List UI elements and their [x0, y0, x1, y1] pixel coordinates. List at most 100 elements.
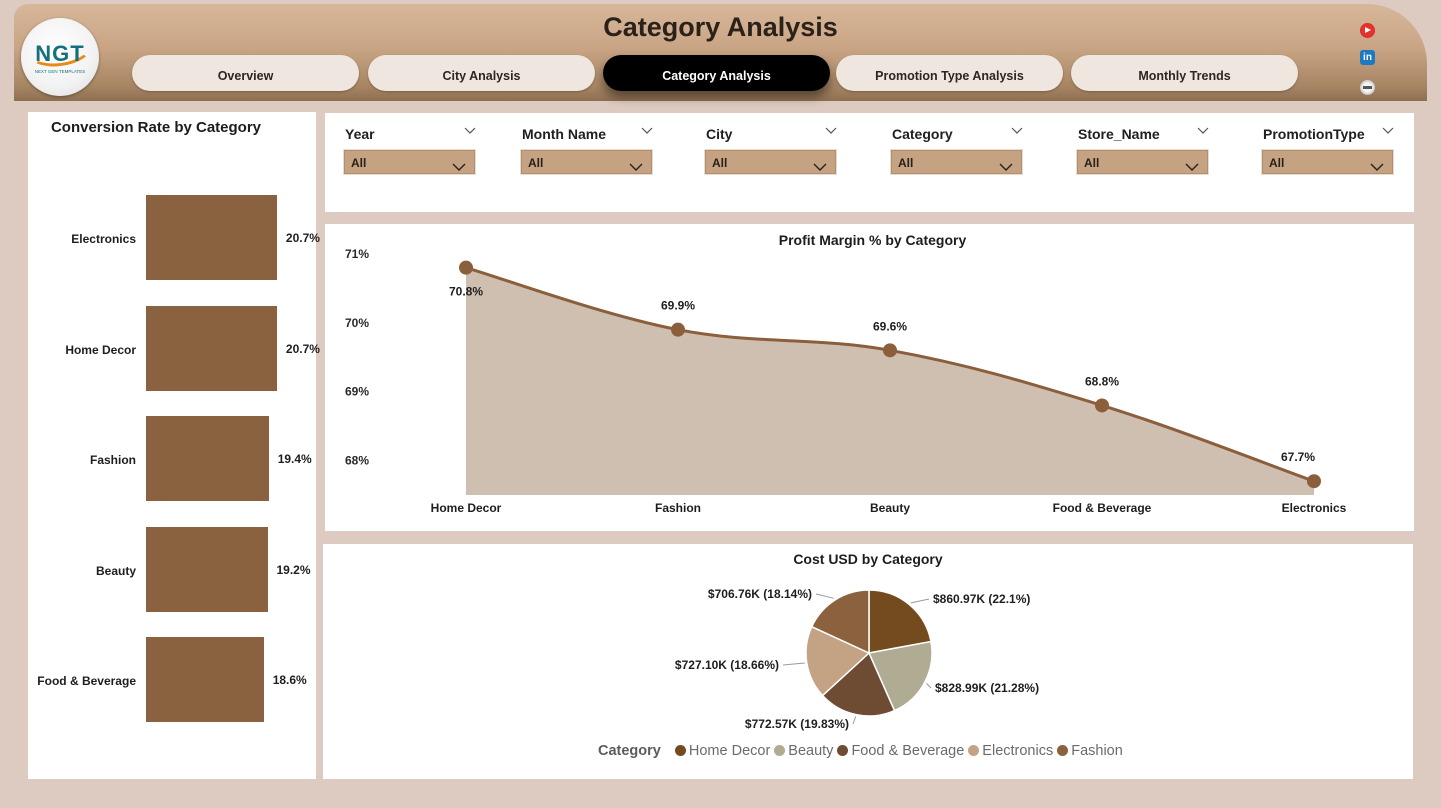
bar-category-label: Home Decor	[65, 342, 136, 357]
y-tick-label: 69%	[345, 385, 369, 399]
conversion-rate-title: Conversion Rate by Category	[50, 119, 262, 136]
filter-panel: Year All Month Name All City All Category All St…	[325, 113, 1414, 212]
page-title: Category Analysis	[603, 12, 838, 42]
filter-chevron-icon[interactable]	[1010, 123, 1024, 137]
logo-text: NGT	[35, 41, 85, 66]
legend-marker-icon	[774, 745, 786, 756]
bar-fashion[interactable]	[146, 416, 269, 501]
bar-value-label: 19.2%	[276, 562, 311, 577]
cost-usd-title: Cost USD by Category	[793, 551, 943, 567]
data-point-home-decor[interactable]	[459, 260, 473, 275]
filter-value: All	[712, 156, 728, 170]
legend-marker-icon	[968, 745, 980, 756]
filter-chevron-icon[interactable]	[1381, 123, 1395, 137]
filter-dropdown-promotiontype[interactable]: All	[1261, 149, 1394, 175]
legend-item-beauty[interactable]: Beauty	[774, 743, 833, 759]
bar-beauty[interactable]	[146, 526, 268, 612]
data-label: 67.7%	[1281, 450, 1315, 464]
bar-category-label: Beauty	[95, 563, 136, 578]
filter-label-promotiontype: PromotionType	[1263, 126, 1365, 142]
pie-leader-line	[852, 716, 857, 725]
x-tick-label: Home Decor	[431, 501, 502, 515]
profit-margin-area-chart: 68% 69% 70% 71% 70.8% Home Decor 69.9% Fashion 6…	[345, 247, 1347, 515]
tab-monthly-trends[interactable]: Monthly Trends	[1071, 55, 1298, 91]
bar-category-label: Food & Beverage	[37, 674, 136, 688]
x-tick-label: Fashion	[655, 501, 701, 515]
legend-item-fashion[interactable]: Fashion	[1057, 743, 1123, 759]
filter-value: All	[528, 156, 544, 170]
linkedin-icon[interactable]: in	[1360, 50, 1375, 65]
filter-dropdown-store-name[interactable]: All	[1076, 149, 1209, 175]
website-icon[interactable]	[1360, 80, 1375, 95]
pie-leader-line	[815, 593, 835, 599]
filter-label-city: City	[706, 126, 733, 142]
filter-chevron-icon[interactable]	[640, 123, 654, 137]
bar-value-label: 18.6%	[272, 673, 307, 687]
legend-title: Category	[598, 743, 661, 759]
filter-chevron-icon[interactable]	[824, 123, 838, 137]
data-point-electronics[interactable]	[1307, 474, 1321, 489]
pie-data-label: $772.57K (19.83%)	[745, 717, 849, 731]
bar-electronics[interactable]	[146, 195, 277, 280]
pie-leader-line	[926, 683, 932, 689]
legend-label: Beauty	[788, 743, 834, 759]
pie-slice-beauty[interactable]	[867, 640, 933, 712]
filter-label-store-name: Store_Name	[1078, 126, 1160, 142]
tab-overview[interactable]: Overview	[132, 55, 359, 91]
filter-label-category: Category	[892, 126, 953, 142]
filter-value: All	[898, 156, 914, 170]
cost-usd-pie-chart: $860.97K (22.1%) $828.99K (21.28%) $772.57…	[675, 587, 1039, 731]
pie-data-label: $860.97K (22.1%)	[933, 592, 1030, 606]
pie-slice-fashion[interactable]	[810, 589, 870, 655]
pie-leader-line	[910, 598, 930, 604]
bar-category-label: Electronics	[71, 232, 136, 246]
bar-value-label: 20.7%	[285, 231, 320, 245]
data-label: 69.9%	[661, 299, 695, 313]
legend-item-food-beverage[interactable]: Food & Beverage	[837, 743, 964, 759]
bar-value-label: 20.7%	[285, 341, 320, 356]
filter-chevron-icon[interactable]	[463, 123, 477, 137]
profit-margin-title: Profit Margin % by Category	[778, 232, 967, 248]
data-point-food-beverage[interactable]	[1095, 398, 1109, 413]
pie-slice-food-beverage[interactable]	[821, 651, 896, 717]
legend-item-electronics[interactable]: Electronics	[968, 743, 1053, 759]
filter-dropdown-city[interactable]: All	[704, 149, 837, 175]
filter-chevron-icon[interactable]	[1196, 123, 1210, 137]
pie-leader-line	[782, 662, 805, 666]
pie-legend: Category Home Decor Beauty Food & Beverage…	[598, 743, 1127, 759]
youtube-icon[interactable]	[1360, 23, 1375, 38]
ngt-logo: NGT NEXT GEN TEMPLATES	[21, 18, 99, 96]
data-point-fashion[interactable]	[671, 322, 685, 337]
pie-data-label: $727.10K (18.66%)	[675, 658, 779, 672]
bar-food-beverage[interactable]	[146, 637, 264, 722]
legend-marker-icon	[674, 745, 686, 756]
filter-label-month-name: Month Name	[522, 126, 606, 142]
tab-city-analysis[interactable]: City Analysis	[368, 55, 595, 91]
data-point-beauty[interactable]	[883, 343, 897, 358]
filter-dropdown-month-name[interactable]: All	[520, 149, 653, 175]
y-tick-label: 71%	[345, 247, 369, 261]
profit-margin-panel: Profit Margin % by Category 68% 69% 70% 71%…	[325, 224, 1414, 531]
bar-home-decor[interactable]	[146, 305, 277, 391]
bar-category-label: Fashion	[89, 453, 136, 467]
tab-promotion-type-analysis[interactable]: Promotion Type Analysis	[836, 55, 1063, 91]
filter-value: All	[1269, 156, 1285, 170]
data-label: 68.8%	[1085, 374, 1119, 388]
legend-item-home-decor[interactable]: Home Decor	[674, 743, 770, 759]
tab-category-analysis[interactable]: Category Analysis	[603, 55, 830, 91]
legend-label: Fashion	[1071, 743, 1123, 759]
filter-dropdown-year[interactable]: All	[343, 149, 476, 175]
filter-dropdown-category[interactable]: All	[890, 149, 1023, 175]
pie-data-label: $828.99K (21.28%)	[935, 681, 1039, 695]
cost-usd-panel: Cost USD by Category $860.97K (22.1%) $82…	[323, 544, 1413, 779]
x-tick-label: Food & Beverage	[1053, 501, 1152, 515]
pie-slice-home-decor[interactable]	[868, 589, 932, 654]
data-label: 70.8%	[449, 285, 483, 299]
pie-slice-electronics[interactable]	[805, 625, 871, 697]
legend-label: Electronics	[982, 743, 1054, 759]
y-tick-label: 68%	[345, 454, 369, 468]
legend-label: Food & Beverage	[851, 743, 965, 759]
filter-value: All	[1084, 156, 1100, 170]
x-tick-label: Electronics	[1282, 501, 1347, 515]
logo-subtext: NEXT GEN TEMPLATES	[34, 69, 86, 74]
